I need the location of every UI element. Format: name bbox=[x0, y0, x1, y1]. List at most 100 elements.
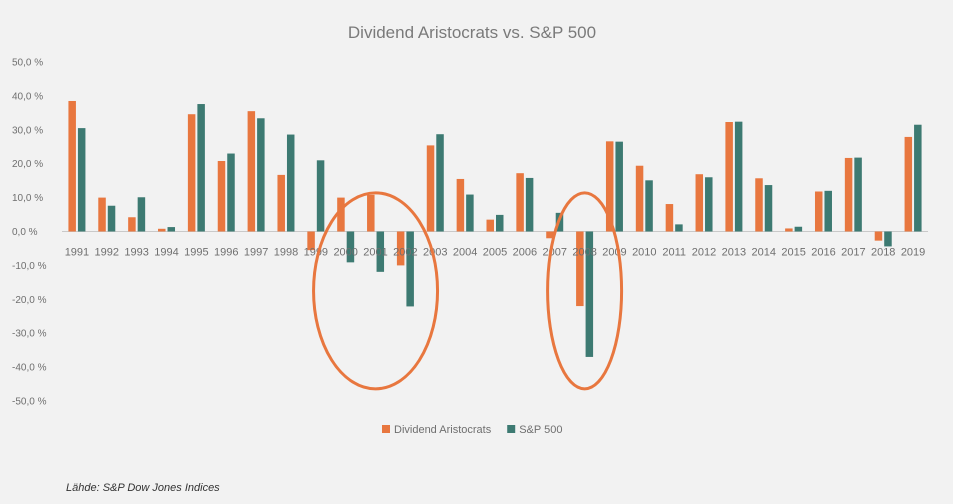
x-tick-label: 2009 bbox=[602, 247, 626, 259]
x-tick-label: 1992 bbox=[95, 247, 119, 259]
legend-swatch bbox=[507, 425, 516, 433]
bar-sp500-1991 bbox=[77, 128, 86, 232]
bar-sp500-2005 bbox=[496, 214, 504, 232]
bar-sp500-2003 bbox=[436, 134, 444, 232]
legend: Dividend Aristocrats S&P 500 bbox=[382, 424, 562, 436]
bar-dividend-aristocrats-2008 bbox=[576, 231, 584, 307]
bar-dividend-aristocrats-2001 bbox=[367, 194, 375, 232]
x-tick-label: 2008 bbox=[572, 247, 596, 259]
x-tick-label: 2011 bbox=[662, 247, 686, 259]
x-tick-label: 1994 bbox=[154, 247, 178, 259]
bar-sp500-2010 bbox=[645, 180, 653, 232]
bar-dividend-aristocrats-2005 bbox=[486, 219, 494, 232]
bar-dividend-aristocrats-2016 bbox=[814, 191, 823, 232]
y-tick-label: -10,0 % bbox=[12, 261, 47, 272]
bar-dividend-aristocrats-2009 bbox=[605, 141, 614, 232]
x-tick-label: 1996 bbox=[214, 247, 238, 259]
y-axis: 50,0 % 40,0 % 30,0 % 20,0 % 10,0 % 0,0 % -10,0… bbox=[12, 58, 47, 408]
bar-sp500-1996 bbox=[227, 153, 235, 232]
x-tick-label: 2013 bbox=[722, 247, 746, 259]
bar-dividend-aristocrats-2019 bbox=[904, 136, 913, 232]
bar-sp500-1998 bbox=[286, 134, 295, 232]
y-tick-label: 20,0 % bbox=[12, 159, 43, 170]
bar-dividend-aristocrats-2018 bbox=[874, 231, 883, 241]
legend-label: S&P 500 bbox=[519, 424, 562, 436]
x-axis: 1991 1992 1993 1994 1995 1996 1997 1998 1999 2000… bbox=[65, 247, 926, 259]
bar-sp500-1992 bbox=[107, 205, 116, 232]
bar-sp500-2018 bbox=[884, 231, 892, 247]
source-note: Lähde: S&P Dow Jones Indices bbox=[66, 482, 220, 494]
bar-sp500-1994 bbox=[167, 227, 176, 232]
bar-dividend-aristocrats-1999 bbox=[307, 231, 315, 251]
bar-dividend-aristocrats-2013 bbox=[725, 122, 733, 232]
bar-dividend-aristocrats-1992 bbox=[98, 197, 106, 232]
bar-dividend-aristocrats-2007 bbox=[546, 231, 554, 239]
legend-swatch bbox=[382, 425, 390, 433]
bar-sp500-2002 bbox=[406, 231, 414, 307]
bar-dividend-aristocrats-1997 bbox=[247, 111, 256, 232]
bar-sp500-1995 bbox=[197, 104, 205, 232]
highlight-ellipse bbox=[546, 191, 624, 391]
y-tick-label: 10,0 % bbox=[12, 193, 43, 204]
x-tick-label: 2015 bbox=[781, 247, 805, 259]
bar-dividend-aristocrats-2003 bbox=[426, 145, 435, 232]
x-tick-label: 2018 bbox=[871, 247, 895, 259]
bar-sp500-2001 bbox=[376, 231, 385, 272]
x-tick-label: 1991 bbox=[65, 247, 89, 259]
x-tick-label: 1997 bbox=[244, 247, 268, 259]
y-tick-label: 50,0 % bbox=[12, 58, 43, 69]
bar-dividend-aristocrats-2017 bbox=[844, 157, 853, 232]
bar-sp500-2013 bbox=[734, 121, 743, 232]
bar-sp500-2016 bbox=[824, 190, 832, 232]
bar-sp500-2015 bbox=[794, 226, 803, 232]
x-tick-label: 2012 bbox=[692, 247, 716, 259]
y-tick-label: 30,0 % bbox=[12, 125, 43, 136]
y-tick-label: -50,0 % bbox=[12, 397, 47, 408]
bars bbox=[68, 100, 922, 357]
x-tick-label: 1999 bbox=[304, 247, 328, 259]
chart-title: Dividend Aristocrats vs. S&P 500 bbox=[348, 23, 596, 42]
bar-dividend-aristocrats-1994 bbox=[158, 228, 166, 232]
y-tick-label: 0,0 % bbox=[12, 227, 38, 238]
x-tick-label: 2004 bbox=[453, 247, 477, 259]
bar-dividend-aristocrats-2002 bbox=[396, 231, 405, 266]
x-tick-label: 2000 bbox=[333, 247, 357, 259]
bar-dividend-aristocrats-1995 bbox=[187, 114, 196, 232]
bar-dividend-aristocrats-2010 bbox=[635, 165, 644, 232]
bar-dividend-aristocrats-1996 bbox=[217, 160, 226, 232]
x-tick-label: 2014 bbox=[752, 247, 776, 259]
x-tick-label: 2010 bbox=[632, 247, 656, 259]
bar-sp500-2000 bbox=[346, 231, 355, 263]
x-tick-label: 1993 bbox=[124, 247, 148, 259]
bar-sp500-1993 bbox=[137, 197, 146, 232]
bar-dividend-aristocrats-2006 bbox=[516, 173, 524, 232]
x-tick-label: 2007 bbox=[542, 247, 566, 259]
y-tick-label: 40,0 % bbox=[12, 91, 43, 102]
bar-dividend-aristocrats-1993 bbox=[128, 217, 136, 232]
bar-sp500-2009 bbox=[615, 141, 623, 232]
bar-dividend-aristocrats-2015 bbox=[785, 228, 793, 232]
bar-sp500-2006 bbox=[525, 177, 534, 232]
bar-sp500-2012 bbox=[705, 177, 713, 232]
bar-dividend-aristocrats-2000 bbox=[337, 197, 345, 232]
x-tick-label: 1998 bbox=[274, 247, 298, 259]
bar-dividend-aristocrats-2012 bbox=[695, 174, 704, 232]
bar-dividend-aristocrats-2011 bbox=[665, 204, 674, 232]
bar-sp500-2008 bbox=[585, 231, 594, 357]
annotations bbox=[312, 191, 624, 391]
bar-sp500-2017 bbox=[854, 157, 862, 232]
bar-dividend-aristocrats-2004 bbox=[456, 178, 465, 232]
x-tick-label: 2019 bbox=[901, 247, 925, 259]
bar-sp500-2019 bbox=[914, 124, 922, 232]
x-tick-label: 2005 bbox=[483, 247, 507, 259]
x-tick-label: 2006 bbox=[513, 247, 537, 259]
x-tick-label: 2016 bbox=[811, 247, 835, 259]
y-tick-label: -20,0 % bbox=[12, 295, 47, 306]
bar-dividend-aristocrats-2014 bbox=[755, 178, 763, 232]
x-tick-label: 2017 bbox=[841, 247, 865, 259]
bar-sp500-2004 bbox=[466, 194, 474, 232]
bar-dividend-aristocrats-1991 bbox=[68, 100, 76, 232]
bar-sp500-1999 bbox=[316, 160, 325, 232]
x-tick-label: 2002 bbox=[393, 247, 417, 259]
